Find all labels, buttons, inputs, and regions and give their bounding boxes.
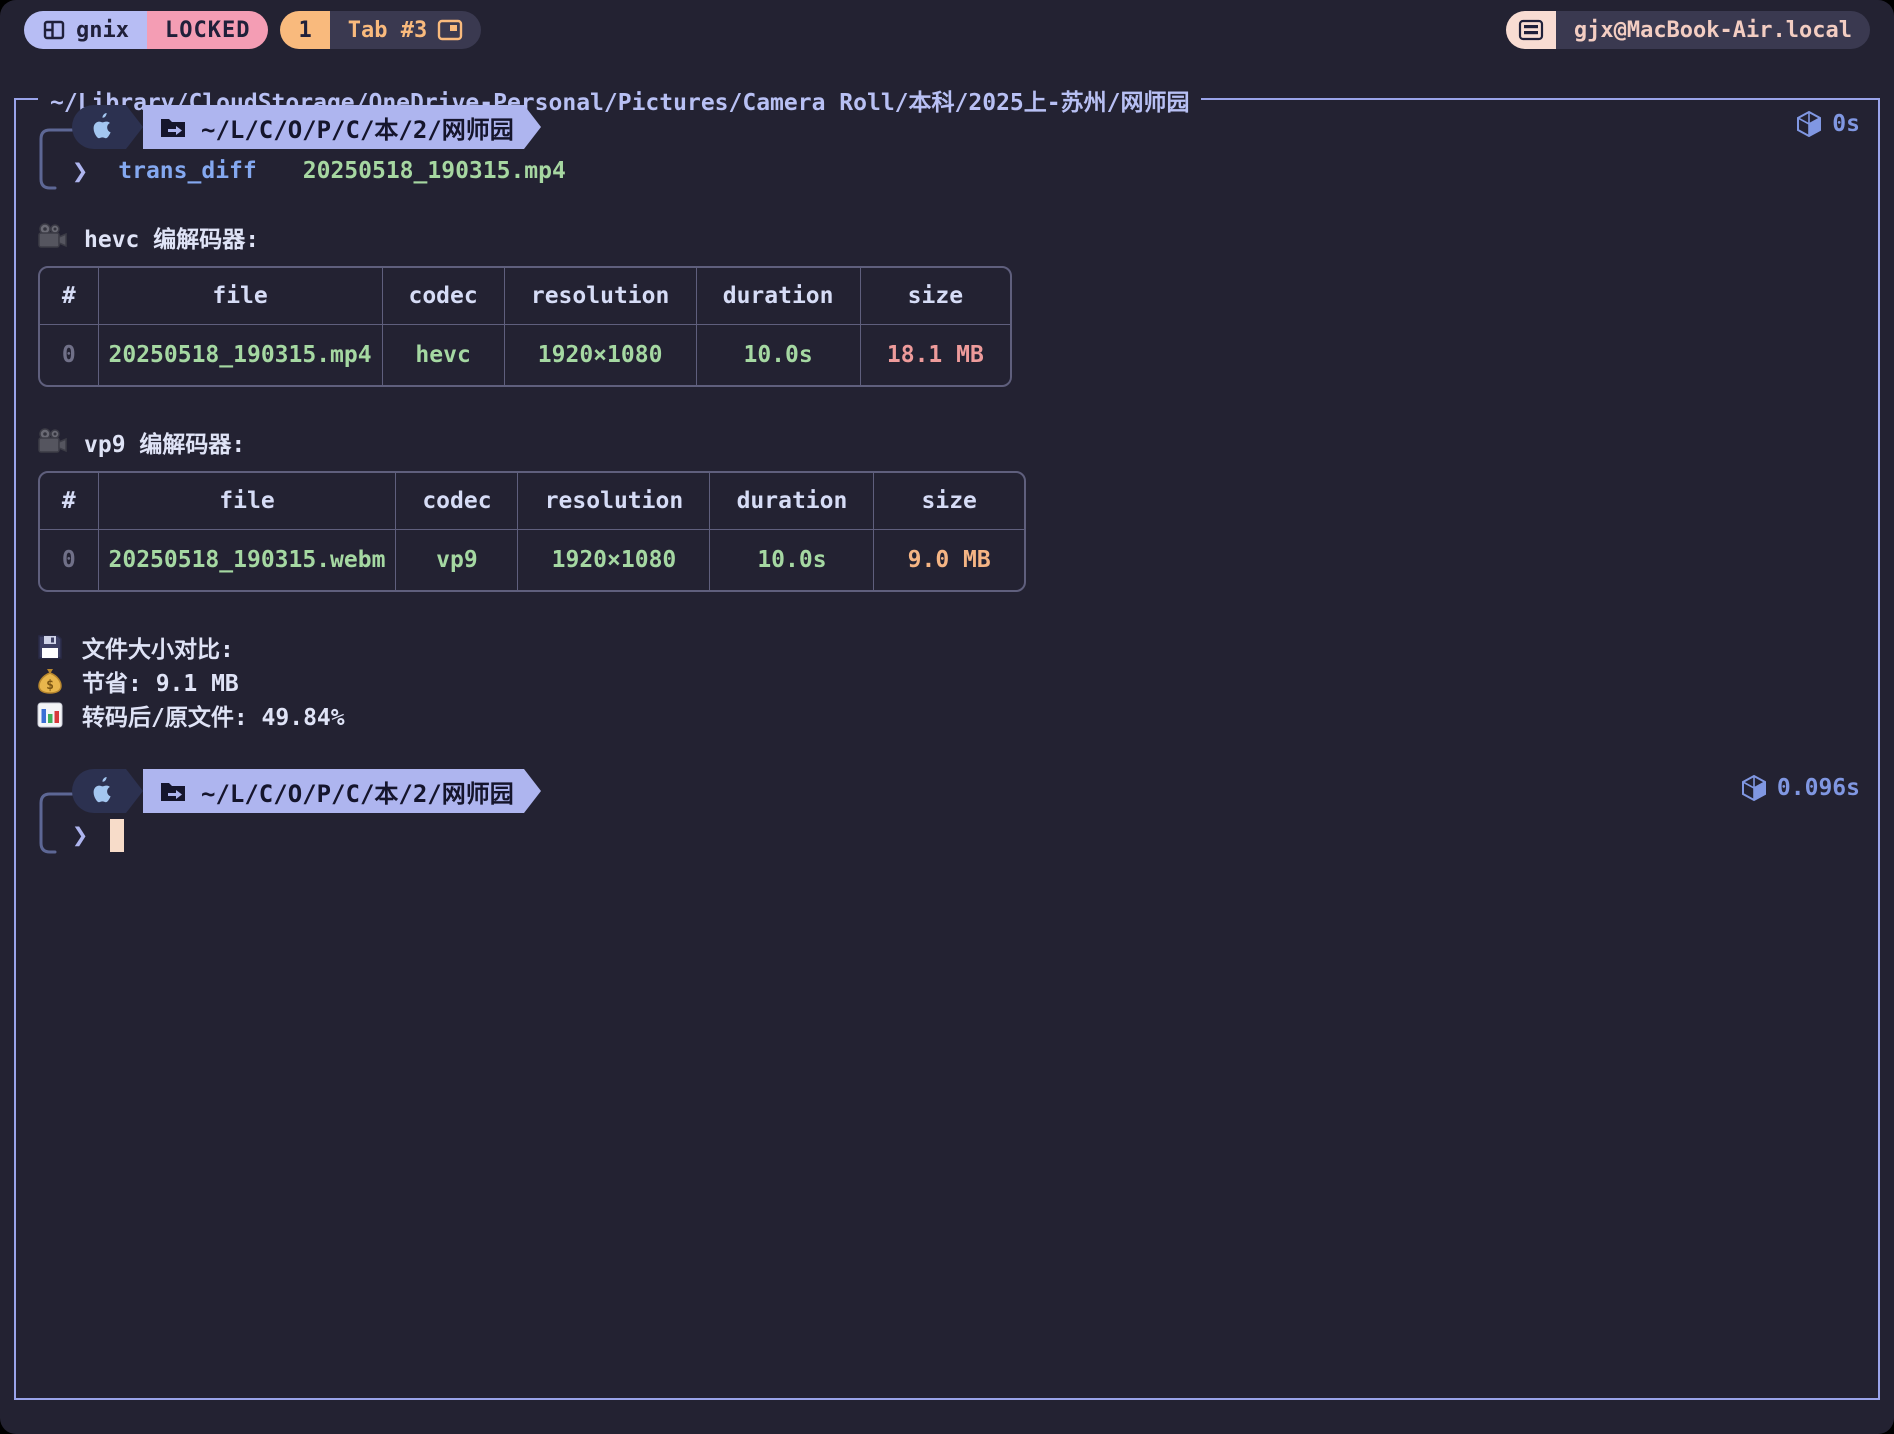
cube-timer-icon: [1741, 774, 1766, 802]
col-header: resolution: [503, 268, 697, 325]
hevc-table: # file codec resolution duration size 0 …: [38, 266, 1013, 387]
prompt-block-1: ~/L/C/O/P/C/本/2/网师园 0s ❯ trans_diff 2025: [36, 104, 1862, 190]
table-row: 0 20250518_190315.webm vp9 1920×1080 10.…: [40, 529, 1024, 590]
movie-camera-icon: [38, 428, 67, 453]
powerline-arrow-icon: [126, 769, 143, 813]
cell-codec: hevc: [381, 324, 505, 385]
cell-codec: vp9: [395, 529, 519, 590]
os-segment: [72, 769, 126, 813]
session-name: gnix: [76, 17, 129, 43]
hostname-segment: gjx@MacBook-Air.local: [1555, 11, 1870, 49]
cell-file: 20250518_190315.webm: [97, 529, 397, 590]
prompt-connector-icon: [39, 792, 74, 854]
bar-chart-icon: [37, 702, 63, 728]
cwd-segment: ~/L/C/O/P/C/本/2/网师园: [143, 105, 524, 149]
host-pill: gjx@MacBook-Air.local: [1505, 11, 1870, 49]
cell-duration: 10.0s: [709, 529, 875, 590]
summary-line-ratio: 转码后/原文件: 49.84%: [36, 698, 1862, 732]
col-header: codec: [381, 268, 505, 325]
vp9-table: # file codec resolution duration size 0 …: [38, 471, 1026, 592]
col-header: duration: [709, 473, 875, 530]
prompt-segments: ~/L/C/O/P/C/本/2/网师园 0s: [72, 104, 1862, 150]
tab-label-segment[interactable]: Tab #3: [329, 11, 482, 49]
session-pill: gnix LOCKED: [24, 11, 269, 49]
prompt-segments: ~/L/C/O/P/C/本/2/网师园 0.096s: [72, 768, 1862, 814]
table-header-row: # file codec resolution duration size: [40, 268, 1011, 325]
floppy-disk-icon: [38, 635, 62, 659]
cell-index: 0: [40, 529, 99, 590]
apple-icon: [93, 113, 111, 139]
col-header: codec: [395, 473, 519, 530]
col-header: file: [97, 268, 383, 325]
terminal-pane[interactable]: ~/Library/CloudStorage/OneDrive-Personal…: [14, 83, 1880, 1400]
col-header: size: [873, 473, 1024, 530]
prompt-connector-icon: [39, 128, 74, 190]
prompt-chevron: ❯: [72, 155, 89, 187]
money-bag-icon: $: [38, 669, 62, 694]
folder-arrow-icon: [161, 119, 185, 137]
keyboard-icon: [1518, 19, 1543, 41]
svg-text:$: $: [46, 678, 54, 693]
terminal-content[interactable]: ~/L/C/O/P/C/本/2/网师园 0s ❯ trans_diff 2025: [16, 100, 1878, 1398]
command-duration: 0s: [1796, 110, 1860, 138]
prompt-block-2: ~/L/C/O/P/C/本/2/网师园 0.096s ❯: [36, 768, 1862, 854]
status-bar: gnix LOCKED 1 Tab #3: [24, 10, 1870, 50]
window-grid-icon: [43, 20, 65, 40]
command-argument: 20250518_190315.mp4: [302, 158, 566, 184]
cube-timer-icon: [1797, 110, 1822, 138]
col-header: size: [859, 268, 1011, 325]
command-name: trans_diff: [118, 158, 257, 184]
cwd-path: ~/L/C/O/P/C/本/2/网师园: [201, 115, 514, 144]
cell-duration: 10.0s: [695, 324, 861, 385]
cell-size: 9.0 MB: [873, 529, 1024, 590]
tab-pill[interactable]: 1 Tab #3: [280, 11, 482, 49]
powerline-arrow-icon: [126, 105, 143, 149]
cwd-segment: ~/L/C/O/P/C/本/2/网师园: [143, 769, 524, 813]
host-icon-segment: [1505, 11, 1556, 49]
col-header: #: [40, 473, 99, 530]
folder-arrow-icon: [161, 783, 185, 801]
powerline-arrow-icon: [523, 105, 541, 149]
cell-resolution: 1920×1080: [517, 529, 711, 590]
os-segment: [72, 105, 126, 149]
prompt-chevron: ❯: [72, 819, 89, 851]
table-row: 0 20250518_190315.mp4 hevc 1920×1080 10.…: [40, 324, 1011, 385]
input-line[interactable]: ❯: [72, 816, 1862, 854]
size-summary: 文件大小对比: $ 节省: 9.1 MB: [36, 630, 1862, 732]
col-header: duration: [695, 268, 861, 325]
hostname: gjx@MacBook-Air.local: [1573, 17, 1852, 43]
table-header-row: # file codec resolution duration size: [40, 473, 1024, 530]
cell-index: 0: [40, 324, 99, 385]
col-header: #: [40, 268, 99, 325]
command-line: ❯ trans_diff 20250518_190315.mp4: [72, 152, 1862, 190]
movie-camera-icon: [38, 223, 67, 248]
cell-resolution: 1920×1080: [503, 324, 697, 385]
locked-badge: LOCKED: [146, 11, 269, 49]
cell-file: 20250518_190315.mp4: [97, 324, 383, 385]
cell-size: 18.1 MB: [859, 324, 1011, 385]
session-name-segment: gnix: [24, 11, 147, 49]
cwd-path: ~/L/C/O/P/C/本/2/网师园: [201, 779, 514, 808]
hevc-section-heading: hevc 编解码器:: [36, 218, 1862, 256]
text-cursor[interactable]: [110, 818, 125, 852]
powerline-arrow-icon: [523, 769, 541, 813]
command-duration: 0.096s: [1741, 774, 1860, 802]
col-header: file: [97, 473, 397, 530]
tab-index-badge[interactable]: 1: [280, 11, 330, 49]
summary-line-saved: $ 节省: 9.1 MB: [36, 664, 1862, 698]
apple-icon: [93, 777, 111, 803]
pane-icon: [438, 19, 463, 41]
vp9-section-heading: vp9 编解码器:: [36, 423, 1862, 461]
col-header: resolution: [517, 473, 711, 530]
summary-line-compare: 文件大小对比:: [36, 630, 1862, 664]
